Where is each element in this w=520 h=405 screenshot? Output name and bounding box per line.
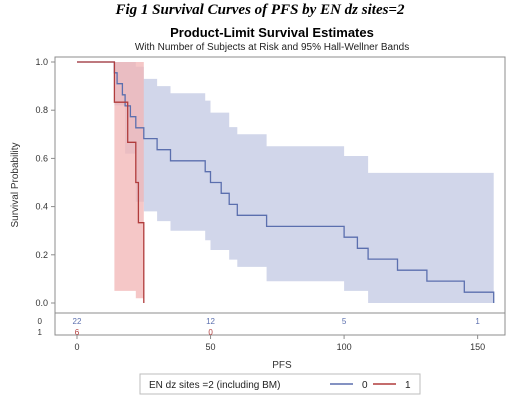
at-risk-table: 0 22 12 5 1 1 6 0 (38, 317, 481, 337)
y-tick-label: 0.2 (35, 250, 48, 260)
x-axis: 0 50 100 150 (74, 335, 485, 352)
figure-caption: Fig 1 Survival Curves of PFS by EN dz si… (115, 2, 405, 18)
survival-curve-0 (77, 61, 495, 303)
survival-curve-1 (77, 61, 145, 303)
confidence-band-1 (77, 62, 144, 303)
legend-title: EN dz sites =2 (including BM) (149, 380, 280, 391)
chart-subtitle: With Number of Subjects at Risk and 95% … (135, 42, 409, 53)
x-tick-label: 0 (74, 342, 79, 352)
at-risk-row-label-0: 0 (38, 317, 43, 326)
survival-curves (77, 61, 495, 303)
at-risk-count: 22 (73, 317, 82, 326)
y-axis-label: Survival Probability (10, 142, 21, 227)
confidence-bands (77, 62, 494, 303)
at-risk-count: 12 (206, 317, 215, 326)
legend-box (139, 373, 421, 395)
legend-label-0: 0 (362, 380, 368, 391)
at-risk-count: 0 (208, 328, 213, 337)
x-tick-label: 50 (206, 342, 216, 352)
legend-label-1: 1 (405, 380, 411, 391)
chart-title: Product-Limit Survival Estimates (170, 25, 374, 40)
at-risk-frame (54, 312, 506, 336)
x-tick-label: 100 (337, 342, 352, 352)
at-risk-count: 6 (75, 328, 80, 337)
at-risk-row-label-1: 1 (38, 328, 43, 337)
at-risk-count: 1 (475, 317, 480, 326)
y-axis: 0.0 0.2 0.4 0.6 0.8 1.0 (35, 57, 55, 308)
y-tick-label: 0.8 (35, 105, 48, 115)
at-risk-count: 5 (342, 317, 347, 326)
x-axis-label: PFS (272, 360, 292, 371)
y-tick-label: 1.0 (35, 57, 48, 67)
confidence-band-0 (77, 62, 494, 303)
x-tick-label: 150 (470, 342, 485, 352)
y-tick-label: 0.6 (35, 153, 48, 163)
y-tick-label: 0.4 (35, 202, 48, 212)
y-tick-label: 0.0 (35, 298, 48, 308)
